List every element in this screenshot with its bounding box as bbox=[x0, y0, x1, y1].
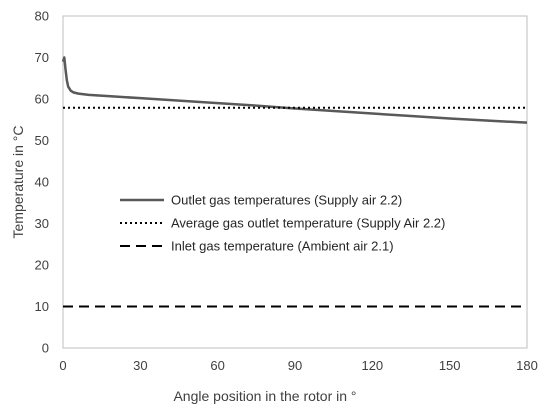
x-tick-label: 120 bbox=[361, 358, 383, 373]
x-tick-label: 30 bbox=[133, 358, 147, 373]
legend-label-2: Average gas outlet temperature (Supply A… bbox=[171, 216, 445, 231]
y-tick-label: 10 bbox=[35, 299, 49, 314]
x-axis-title: Angle position in the rotor in ° bbox=[173, 388, 356, 404]
series-line-1 bbox=[61, 56, 528, 124]
y-tick-label: 60 bbox=[35, 92, 49, 107]
x-tick-label: 60 bbox=[210, 358, 224, 373]
y-tick-label: 70 bbox=[35, 50, 49, 65]
y-tick-label: 30 bbox=[35, 216, 49, 231]
x-tick-labels: 0 30 60 90 120 150 180 bbox=[59, 358, 537, 373]
y-tick-label: 50 bbox=[35, 133, 49, 148]
x-tick-label: 90 bbox=[288, 358, 302, 373]
y-tick-labels: 0 10 20 30 40 50 60 70 80 bbox=[35, 9, 49, 356]
x-tick-label: 150 bbox=[439, 358, 461, 373]
x-tick-label: 0 bbox=[59, 358, 66, 373]
y-tick-label: 80 bbox=[35, 9, 49, 24]
series-layer bbox=[61, 56, 528, 308]
legend: Outlet gas temperatures (Supply air 2.2)… bbox=[120, 193, 445, 254]
y-tick-label: 40 bbox=[35, 175, 49, 190]
legend-label-3: Inlet gas temperature (Ambient air 2.1) bbox=[171, 239, 394, 254]
legend-label-1: Outlet gas temperatures (Supply air 2.2) bbox=[171, 193, 402, 208]
y-tick-label: 20 bbox=[35, 258, 49, 273]
x-tick-label: 180 bbox=[516, 358, 538, 373]
y-tick-label: 0 bbox=[42, 341, 49, 356]
plot-area bbox=[62, 15, 528, 349]
y-axis-title: Temperature in °C bbox=[10, 126, 26, 239]
